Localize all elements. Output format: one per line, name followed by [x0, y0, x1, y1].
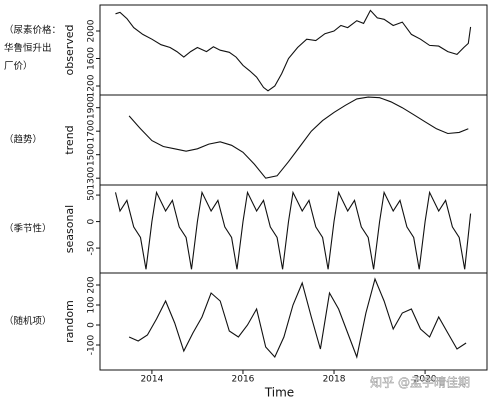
- series-line: [128, 96, 469, 179]
- y-tick-label: 1900: [87, 96, 97, 119]
- watermark: 知乎 @孟宇晴佳期: [370, 376, 470, 390]
- side-label: （季节性）: [4, 223, 52, 235]
- x-tick-label: 2018: [323, 375, 346, 385]
- y-tick-label: -100: [87, 335, 97, 356]
- side-label: （趋势）: [4, 134, 42, 146]
- x-tick-label: 2016: [232, 375, 255, 385]
- y-axis-title: trend: [63, 125, 76, 154]
- y-tick-label: 1600: [87, 47, 97, 70]
- y-tick-label: -50: [87, 240, 97, 255]
- series-line: [115, 9, 472, 92]
- y-tick-label: 2000: [87, 19, 97, 42]
- panel-frame: [99, 272, 488, 371]
- x-axis-title: Time: [264, 386, 294, 400]
- y-tick-label: 50: [87, 189, 97, 201]
- side-label: （尿素价格：华鲁恒升出厂价）: [4, 24, 61, 72]
- y-tick-label: 100: [87, 296, 97, 313]
- y-axis-title: random: [63, 300, 76, 343]
- y-tick-label: 0: [87, 218, 97, 224]
- y-tick-label: 1700: [87, 119, 97, 142]
- series-line: [128, 277, 467, 359]
- y-tick-label: 1500: [87, 143, 97, 166]
- y-axis-title: seasonal: [63, 205, 76, 253]
- y-tick-label: 0: [87, 322, 97, 328]
- panel-frame: [99, 4, 488, 96]
- side-label: （随机项）: [4, 315, 52, 327]
- series-line: [114, 190, 472, 270]
- y-tick-label: 200: [87, 276, 97, 293]
- x-tick-label: 2014: [140, 375, 163, 385]
- y-tick-label: 1200: [87, 74, 97, 97]
- y-tick-label: 1300: [87, 166, 97, 189]
- x-tick-label: 2020: [414, 375, 437, 385]
- y-axis-title: observed: [63, 25, 76, 76]
- panel-frame: [99, 94, 488, 186]
